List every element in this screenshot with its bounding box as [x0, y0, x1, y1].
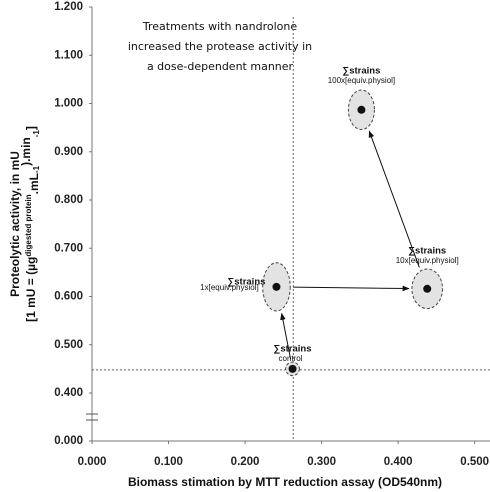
x-tick-label: 0.400	[384, 456, 413, 468]
point	[423, 284, 432, 293]
y-axis-label-part: -1	[32, 165, 41, 173]
point-label: ∑strains	[274, 343, 312, 354]
arrow	[368, 130, 420, 268]
point-sublabel: 10x[equiv.physiol]	[396, 256, 459, 265]
y-tick-label: 0.900	[54, 146, 83, 158]
x-tick-label: 0.300	[307, 456, 336, 468]
point-sublabel: control	[279, 354, 303, 363]
point-label: ∑strains	[342, 65, 380, 76]
y-tick-label: 0.700	[54, 242, 83, 254]
annotation-line: a dose-dependent manner	[147, 60, 294, 73]
y-axis-label: [1 mU = (µgdigested protein.mL-1).min-1]	[19, 126, 41, 322]
x-tick-label: 0.100	[154, 456, 183, 468]
x-tick-label: 0.500	[460, 456, 489, 468]
arrow	[280, 312, 292, 360]
y-tick-label: 0.400	[54, 387, 83, 399]
y-tick-label: 0.500	[54, 339, 83, 351]
point-sublabel: 100x[equiv.physiol]	[328, 76, 395, 85]
x-tick-label: 0.200	[231, 456, 260, 468]
y-tick-label: 1.200	[54, 1, 83, 13]
y-tick-label: 1.000	[54, 98, 83, 110]
y-axis-label-part: [1 mU = (µg	[24, 257, 38, 322]
y-axis-label-part: ]	[24, 126, 38, 130]
y-tick-label: 0.800	[54, 194, 83, 206]
point	[288, 364, 297, 373]
point-label: ∑strains	[408, 245, 446, 256]
y-tick-label: 0.000	[54, 435, 83, 447]
arrow	[293, 285, 410, 292]
annotation-line: Treatments with nandrolone	[142, 20, 297, 33]
point-sublabel: 1x[equiv.physiol]	[200, 283, 259, 292]
y-axis-label-part: digested protein	[24, 194, 33, 256]
annotation: Treatments with nandrolone increased the…	[128, 20, 312, 73]
y-axis-label-part: -1	[32, 130, 41, 138]
y-tick-label: 1.100	[54, 49, 83, 61]
y-axis-label-part: ).min	[19, 137, 33, 166]
annotation-line: increased the protease activity in	[128, 40, 312, 53]
y-axis-label: Proteolytic activity, in mU	[8, 151, 22, 297]
x-tick-label: 0.000	[78, 456, 107, 468]
point	[272, 282, 281, 291]
x-axis-label: Biomass stimation by MTT reduction assay…	[128, 475, 442, 489]
point	[357, 105, 366, 114]
y-tick-label: 0.600	[54, 291, 83, 303]
point-label: ∑strains	[227, 276, 265, 287]
y-axis-label-part: .mL	[27, 173, 41, 194]
